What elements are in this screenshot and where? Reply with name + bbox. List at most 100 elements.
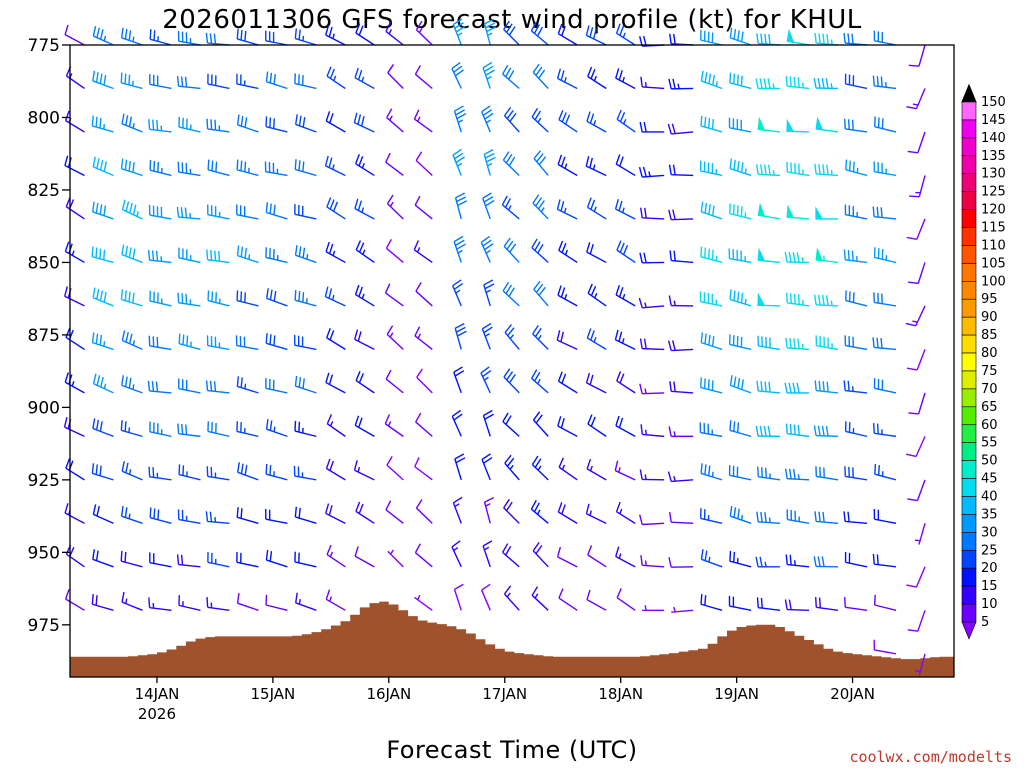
barb-pennant [815,247,824,262]
barb-flag [103,249,106,260]
barb-flag [177,423,180,434]
barb-flag [847,380,850,392]
barb-flag [535,66,543,76]
barb-half-flag [534,593,539,599]
barb-flag [729,289,732,300]
wind-barb [325,111,346,133]
barb-flag [486,26,497,33]
barb-flag [385,22,392,32]
barb-flag [152,119,155,130]
wind-barb [206,249,230,264]
wind-barb [91,246,114,264]
y-tick-label: 925 [28,471,60,491]
barb-flag [124,376,128,387]
barb-flag [639,469,643,480]
wind-barb [452,496,463,524]
barb-flag [358,373,364,384]
barb-flag [156,120,159,131]
colorbar-swatch [961,281,977,300]
wind-barb [757,116,781,133]
colorbar-swatch [961,424,977,443]
wind-barb [532,411,549,437]
wind-barb [149,507,172,525]
wind-barb [873,161,897,177]
wind-barb [384,283,404,307]
barb-flag [741,379,744,390]
wind-barb [873,378,897,394]
barb-half-flag [418,27,423,33]
wind-barb [353,112,375,133]
barb-staff [387,72,404,89]
wind-barb [614,460,636,481]
barb-staff [616,597,636,611]
wind-barb [503,20,520,46]
barb-flag [153,508,156,519]
wind-barb [236,507,259,525]
wind-barb [178,595,201,612]
barb-half-flag [485,119,491,124]
barb-flag [558,588,564,599]
barb-flag [817,556,821,567]
barb-flag [825,78,829,89]
barb-flag [128,247,132,258]
barb-flag [668,426,672,437]
wind-barb [585,25,607,46]
barb-flag [209,380,213,392]
barb-flag [615,154,621,165]
barb-half-flag [801,343,804,350]
barb-flag [355,23,361,34]
wind-barb [815,206,839,220]
colorbar-label: 5 [981,615,989,630]
wind-barb [205,380,230,394]
barb-flag [907,150,918,154]
barb-flag [413,109,420,120]
wind-barb [872,75,897,90]
colorbar-swatch [961,442,977,461]
barb-half-flag [708,556,711,563]
colorbar-label: 145 [981,113,1006,128]
barb-half-flag [103,35,107,42]
y-tick-label: 950 [28,543,60,563]
barb-half-flag [302,35,305,41]
barb-flag [759,425,763,437]
barb-half-flag [673,476,676,482]
barb-flag [269,289,273,300]
y-axis: 775 800 825 850 875 900 925 950 975 [28,36,70,636]
barb-half-flag [715,81,718,87]
barb-flag [240,508,243,519]
barb-flag [355,240,362,251]
barb-flag [505,67,512,78]
barb-flag [700,115,703,126]
wind-barb [265,30,288,46]
barb-flag [482,61,493,69]
barb-flag [326,414,333,425]
barb-half-flag [621,338,625,344]
wind-barb [385,369,404,394]
barb-flag [354,67,359,79]
barb-flag [453,413,463,421]
barb-flag [640,76,643,88]
barb-flag [817,294,821,306]
barb-half-flag [623,118,627,125]
barb-flag [480,235,491,243]
barb-half-flag [485,249,491,254]
y-tick-label: 975 [28,616,60,636]
wind-barb [668,209,694,221]
barb-flag [92,287,96,298]
barb-flag [269,464,272,476]
wind-barb [483,18,497,46]
barb-flag [358,417,363,428]
barb-flag [733,159,736,170]
wind-barb [503,498,520,524]
wind-barb [92,25,114,46]
barb-flag [852,161,855,172]
wind-barb [906,88,926,110]
barb-staff [915,566,926,588]
barb-flag [507,327,515,337]
wind-barb [843,380,868,394]
barb-flag [797,338,800,349]
wind-barb [908,44,926,67]
barb-flag [618,200,623,211]
barb-flag [821,425,825,437]
wind-barb [206,466,230,481]
